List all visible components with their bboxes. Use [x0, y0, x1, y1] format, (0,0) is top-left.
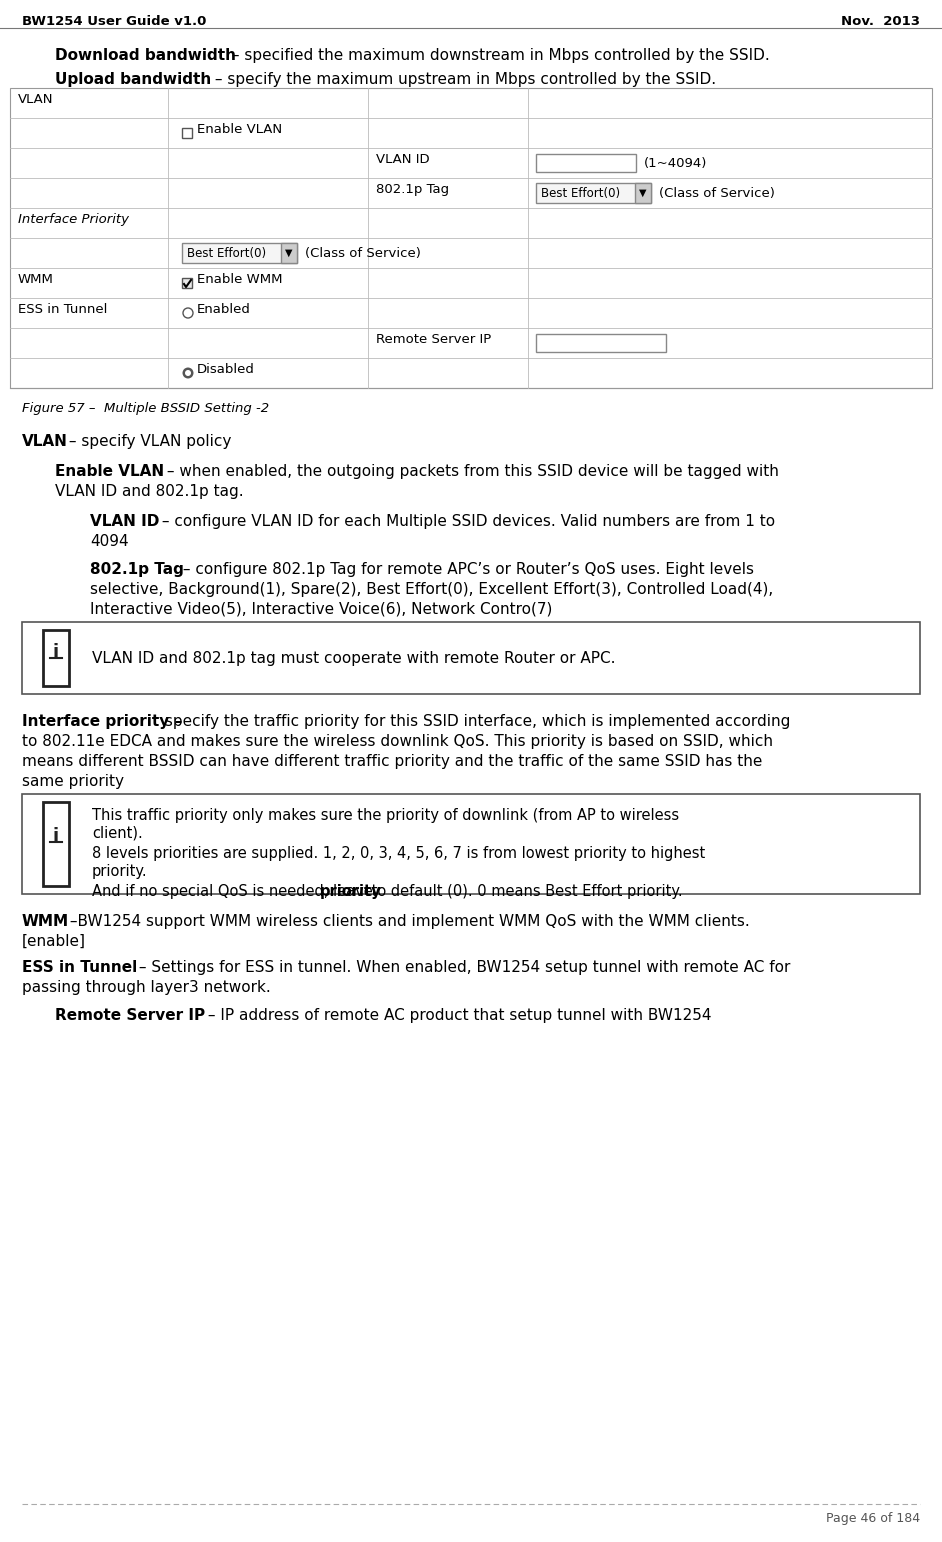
- Text: 8 levels priorities are supplied. 1, 2, 0, 3, 4, 5, 6, 7 is from lowest priority: 8 levels priorities are supplied. 1, 2, …: [92, 847, 706, 860]
- Text: Interface priority –: Interface priority –: [22, 714, 182, 729]
- Text: Upload bandwidth: Upload bandwidth: [55, 72, 211, 86]
- Text: priority.: priority.: [92, 864, 148, 879]
- Text: Enable VLAN: Enable VLAN: [55, 464, 164, 480]
- Text: – configure 802.1p Tag for remote APC’s or Router’s QoS uses. Eight levels: – configure 802.1p Tag for remote APC’s …: [178, 561, 754, 577]
- Bar: [22, 621, 920, 694]
- Text: VLAN ID and 802.1p tag.: VLAN ID and 802.1p tag.: [55, 484, 244, 500]
- Text: selective, Background(1), Spare(2), Best Effort(0), Excellent Effort(3), Control: selective, Background(1), Spare(2), Best…: [90, 581, 773, 597]
- Text: priority: priority: [320, 884, 382, 899]
- Text: Interface Priority: Interface Priority: [18, 213, 129, 227]
- Text: Disabled: Disabled: [197, 362, 255, 376]
- Text: 802.1p Tag: 802.1p Tag: [376, 183, 449, 196]
- Text: This traffic priority only makes sure the priority of downlink (from AP to wirel: This traffic priority only makes sure th…: [92, 808, 679, 823]
- Circle shape: [183, 367, 193, 378]
- Text: –BW1254 support WMM wireless clients and implement WMM QoS with the WMM clients.: –BW1254 support WMM wireless clients and…: [65, 914, 750, 928]
- Text: Remote Server IP: Remote Server IP: [55, 1008, 205, 1022]
- Text: specify the traffic priority for this SSID interface, which is implemented accor: specify the traffic priority for this SS…: [160, 714, 790, 729]
- Text: BW1254 User Guide v1.0: BW1254 User Guide v1.0: [22, 15, 206, 28]
- Text: (Class of Service): (Class of Service): [305, 247, 421, 259]
- Text: (Class of Service): (Class of Service): [659, 187, 775, 199]
- Text: – configure VLAN ID for each Multiple SSID devices. Valid numbers are from 1 to: – configure VLAN ID for each Multiple SS…: [157, 513, 775, 529]
- Text: passing through layer3 network.: passing through layer3 network.: [22, 981, 270, 995]
- Text: ▼: ▼: [285, 248, 293, 258]
- Text: WMM: WMM: [22, 914, 69, 928]
- Text: – Settings for ESS in tunnel. When enabled, BW1254 setup tunnel with remote AC f: – Settings for ESS in tunnel. When enabl…: [134, 961, 790, 975]
- Text: VLAN ID: VLAN ID: [90, 513, 159, 529]
- Text: Nov.  2013: Nov. 2013: [841, 15, 920, 28]
- Text: [enable]: [enable]: [22, 934, 86, 948]
- Text: Remote Server IP: Remote Server IP: [376, 333, 491, 345]
- Bar: [182, 128, 192, 137]
- Bar: [281, 244, 297, 264]
- Text: – specify the maximum upstream in Mbps controlled by the SSID.: – specify the maximum upstream in Mbps c…: [210, 72, 716, 86]
- Text: means different BSSID can have different traffic priority and the traffic of the: means different BSSID can have different…: [22, 754, 762, 769]
- Bar: [182, 278, 192, 288]
- Text: Interactive Video(5), Interactive Voice(6), Network Contro(7): Interactive Video(5), Interactive Voice(…: [90, 601, 552, 617]
- Text: – when enabled, the outgoing packets from this SSID device will be tagged with: – when enabled, the outgoing packets fro…: [162, 464, 779, 480]
- Text: ESS in Tunnel: ESS in Tunnel: [18, 302, 107, 316]
- Text: WMM: WMM: [18, 273, 54, 285]
- Bar: [43, 631, 69, 686]
- Text: to default (0). 0 means Best Effort priority.: to default (0). 0 means Best Effort prio…: [367, 884, 683, 899]
- Text: VLAN ID and 802.1p tag must cooperate with remote Router or APC.: VLAN ID and 802.1p tag must cooperate wi…: [92, 651, 615, 666]
- Text: – specify VLAN policy: – specify VLAN policy: [64, 433, 232, 449]
- Text: (1~4094): (1~4094): [644, 156, 707, 170]
- Bar: [536, 335, 666, 352]
- Text: – specified the maximum downstream in Mbps controlled by the SSID.: – specified the maximum downstream in Mb…: [227, 48, 770, 63]
- Bar: [10, 88, 932, 389]
- Text: Best Effort(0): Best Effort(0): [541, 187, 620, 199]
- Text: i: i: [53, 827, 59, 845]
- Text: ESS in Tunnel: ESS in Tunnel: [22, 961, 138, 975]
- Bar: [182, 244, 297, 264]
- Text: 802.1p Tag: 802.1p Tag: [90, 561, 184, 577]
- Text: Download bandwidth: Download bandwidth: [55, 48, 236, 63]
- Bar: [635, 183, 651, 204]
- Text: 4094: 4094: [90, 534, 129, 549]
- Text: And if no special QoS is needed, leave: And if no special QoS is needed, leave: [92, 884, 378, 899]
- Circle shape: [185, 370, 191, 376]
- Text: Enabled: Enabled: [197, 302, 251, 316]
- Bar: [536, 154, 636, 173]
- Bar: [536, 183, 651, 204]
- Text: VLAN: VLAN: [22, 433, 68, 449]
- Bar: [43, 802, 69, 887]
- Text: VLAN ID: VLAN ID: [376, 153, 430, 167]
- Text: Best Effort(0): Best Effort(0): [187, 247, 267, 259]
- Text: – IP address of remote AC product that setup tunnel with BW1254: – IP address of remote AC product that s…: [203, 1008, 711, 1022]
- Text: Enable VLAN: Enable VLAN: [197, 123, 282, 136]
- Text: ▼: ▼: [640, 188, 647, 197]
- Text: Figure 57 –  Multiple BSSID Setting -2: Figure 57 – Multiple BSSID Setting -2: [22, 402, 269, 415]
- Bar: [10, 88, 932, 389]
- Text: same priority: same priority: [22, 774, 124, 790]
- Text: Page 46 of 184: Page 46 of 184: [826, 1513, 920, 1525]
- Text: VLAN: VLAN: [18, 93, 54, 106]
- Text: to 802.11e EDCA and makes sure the wireless downlink QoS. This priority is based: to 802.11e EDCA and makes sure the wirel…: [22, 734, 773, 749]
- Text: client).: client).: [92, 827, 143, 840]
- Text: i: i: [53, 643, 59, 662]
- Bar: [22, 794, 920, 894]
- Text: Enable WMM: Enable WMM: [197, 273, 283, 285]
